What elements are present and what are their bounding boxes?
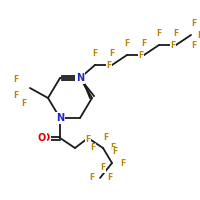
Text: F: F [191,40,196,49]
Text: O: O [38,133,46,143]
Text: F: F [173,29,179,38]
Text: F: F [21,98,26,108]
Text: F: F [197,30,200,40]
Text: F: F [170,40,175,49]
Text: F: F [112,148,117,156]
Text: F: F [107,173,112,182]
Text: N: N [76,73,84,83]
Text: F: F [13,75,18,84]
Text: F: F [100,164,105,172]
Text: F: F [138,50,143,60]
Text: F: F [124,40,130,48]
Text: F: F [191,20,196,28]
Text: F: F [110,144,115,152]
Text: F: F [90,144,95,152]
Text: F: F [13,90,18,99]
Text: F: F [156,29,162,38]
Text: F: F [103,134,108,142]
Text: N: N [56,113,64,123]
Text: F: F [89,173,95,182]
Text: F: F [120,158,125,168]
Text: F: F [92,48,98,58]
Text: F: F [109,48,115,58]
Text: F: F [141,40,147,48]
Text: F: F [85,136,90,144]
Text: O: O [42,133,50,143]
Text: F: F [106,60,111,70]
